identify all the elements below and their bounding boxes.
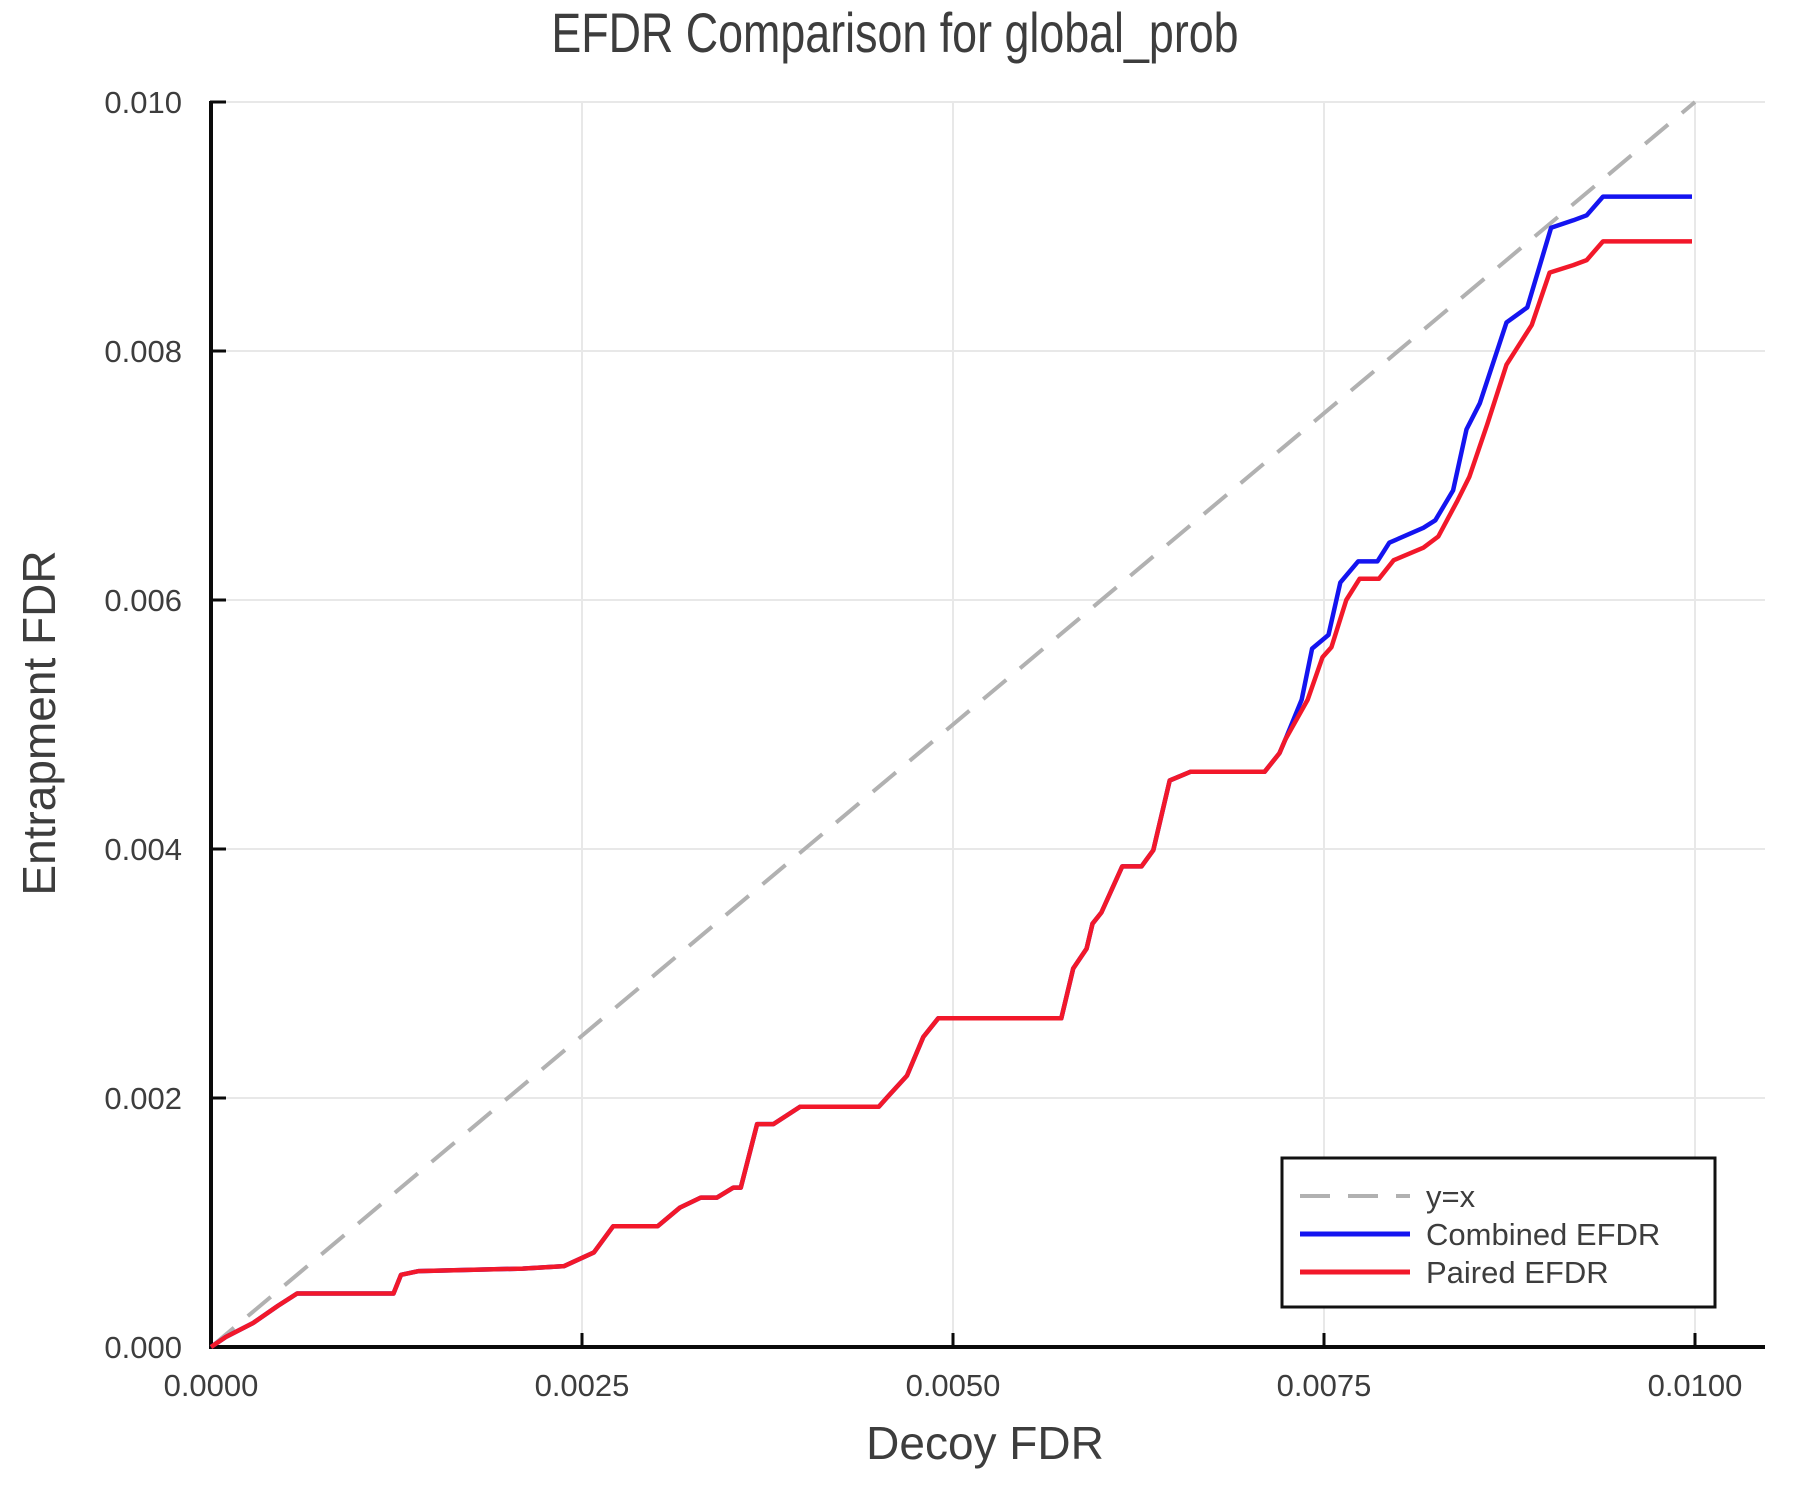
axes	[209, 100, 1765, 1349]
identity-line-layer	[209, 100, 1697, 1349]
y-tick-label-0.004: 0.004	[104, 832, 182, 867]
x-tick-label-0.0100: 0.0100	[1648, 1368, 1743, 1403]
data-series	[209, 194, 1692, 1349]
legend-label-paired: Paired EFDR	[1426, 1255, 1609, 1290]
legend-label-identity: y=x	[1426, 1179, 1476, 1214]
paired-efdr-line	[209, 239, 1692, 1349]
y-tick-label-0.002: 0.002	[104, 1081, 182, 1116]
legend: y=x Combined EFDR Paired EFDR	[1280, 1156, 1717, 1309]
legend-label-combined: Combined EFDR	[1426, 1217, 1660, 1252]
x-tick-label-0.0075: 0.0075	[1277, 1368, 1372, 1403]
tick-labels: 0.0000 0.0025 0.0050 0.0075 0.0100 0.000 0.002…	[104, 85, 1742, 1403]
y-tick-label-0.000: 0.000	[104, 1330, 182, 1365]
y-tick-label-0.006: 0.006	[104, 583, 182, 618]
x-tick-label-0.0050: 0.0050	[906, 1368, 1001, 1403]
y-axis-label: Entrapment FDR	[13, 550, 65, 895]
x-axis-label: Decoy FDR	[866, 1417, 1104, 1469]
x-tick-label-0.0000: 0.0000	[164, 1368, 259, 1403]
x-tick-label-0.0025: 0.0025	[535, 1368, 630, 1403]
y-tick-label-0.010: 0.010	[104, 85, 182, 120]
gridlines	[211, 101, 1765, 1347]
chart-title: EFDR Comparison for global_prob	[551, 1, 1238, 64]
identity-line	[209, 100, 1697, 1349]
y-tick-label-0.008: 0.008	[104, 334, 182, 369]
